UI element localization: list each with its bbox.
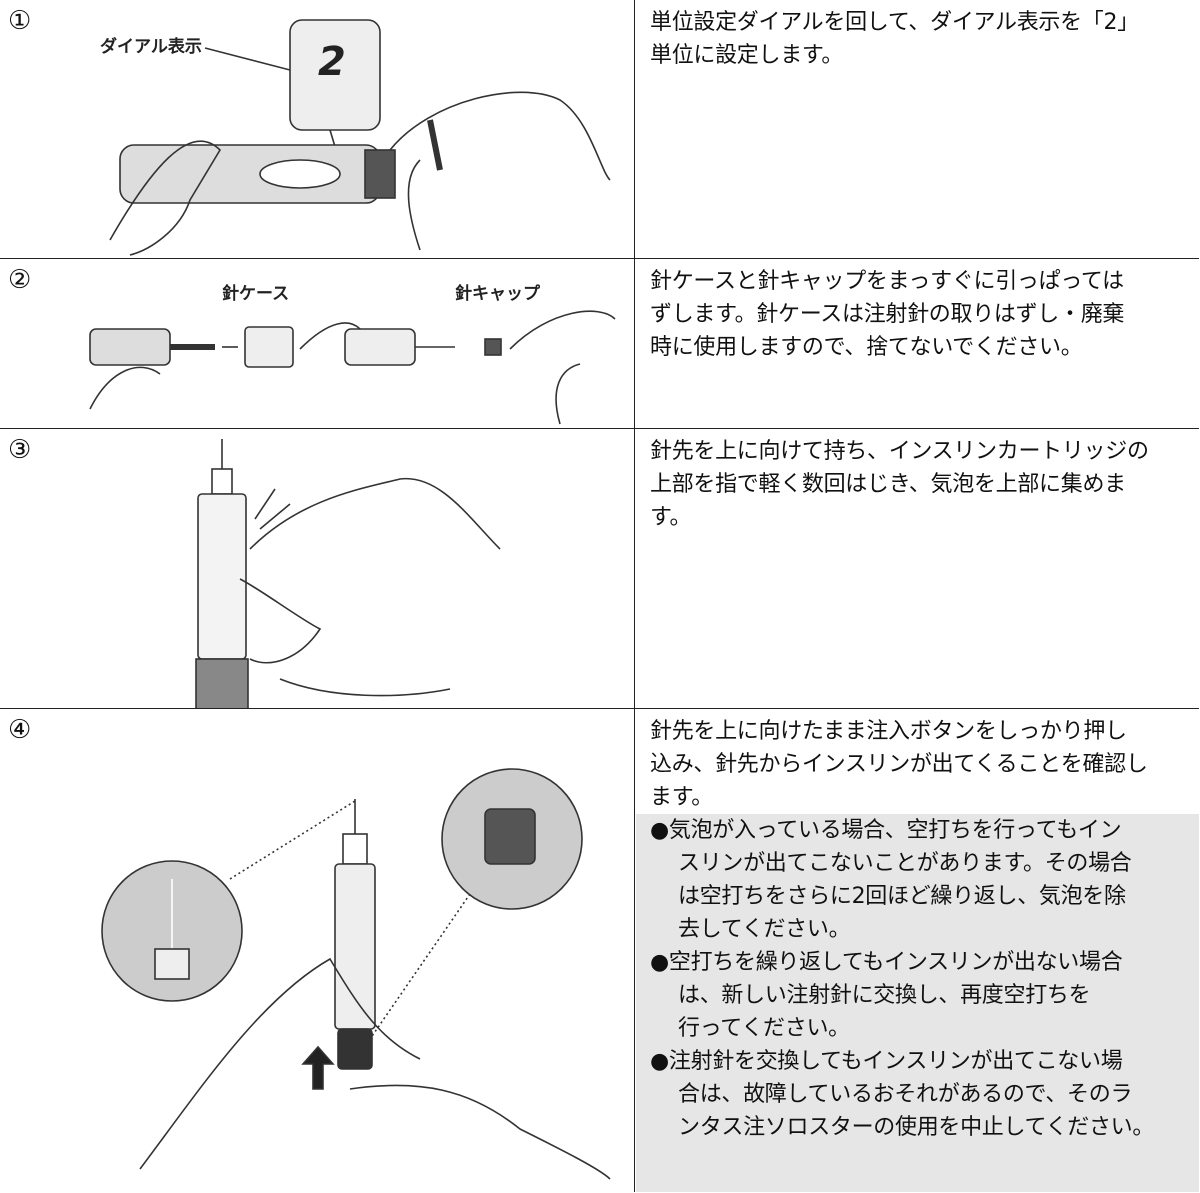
step-row: ② 針ケース 針キャップ 針ケースと針キャップをまっすぐに引っぱっては ずします。… [0, 258, 1199, 428]
illustration-cell: ② 針ケース 針キャップ [0, 259, 635, 428]
text-cell: 針先を上に向けて持ち、インスリンカートリッジの 上部を指で軽く数回はじき、気泡を上… [636, 429, 1199, 708]
step-number: ① [8, 6, 32, 36]
step-row: ④ 針先を上に向けたまま注入ボタンをしっかり押し 込み、針先からインスリンが出てく… [0, 708, 1199, 1192]
text-line: 針先を上に向けたまま注入ボタンをしっかり押し [650, 719, 1127, 744]
step-row: ③ 針先を上に向けて持ち、インスリンカートリッジの 上部を指で軽く数回はじき、気泡… [0, 428, 1199, 709]
illustration-cell: ③ [0, 429, 635, 709]
step-number: ③ [8, 435, 32, 465]
text-cell: 単位設定ダイアルを回して、ダイアル表示を「2」 単位に設定します。 [636, 0, 1199, 258]
step-number: ② [8, 265, 32, 295]
step-number: ④ [8, 715, 32, 745]
note-line: ●空打ちを繰り返してもインスリンが出ない場合 [650, 950, 1123, 975]
note-line: 行ってください。 [678, 1016, 850, 1041]
label: 針ケース [222, 283, 289, 304]
notes: ●気泡が入っている場合、空打ちを行ってもインスリンが出てこないことがあります。そ… [636, 814, 1199, 1192]
text-line: 上部を指で軽く数回はじき、気泡を上部に集めま [650, 472, 1126, 497]
text-line: ずします。針ケースは注射針の取りはずし・廃棄 [650, 302, 1125, 327]
text-line: 込み、針先からインスリンが出てくることを確認し [650, 752, 1148, 777]
label: ダイアル表示 [100, 36, 202, 57]
note: ●空打ちを繰り返してもインスリンが出ない場合 は、新しい注射針に交換し、再度空打ち… [650, 946, 1199, 1045]
step-row: ① ダイアル表示 2 単位設定ダイアルを回して、ダイアル表示を「2」 単位に設定し… [0, 0, 1199, 258]
text-line: す。 [650, 505, 692, 530]
text-line: 単位設定ダイアルを回して、ダイアル表示を「2」 [650, 10, 1139, 35]
note: ●注射針を交換してもインスリンが出てこない場合は、故障しているおそれがあるので、… [650, 1045, 1199, 1144]
illustration [195, 439, 501, 709]
note: ●気泡が入っている場合、空打ちを行ってもインスリンが出てこないことがあります。そ… [650, 814, 1199, 946]
note-line: ●気泡が入っている場合、空打ちを行ってもイン [650, 818, 1122, 843]
illustration-cell: ④ [0, 709, 635, 1192]
note-line: 去してください。 [678, 917, 851, 942]
note-line: は、新しい注射針に交換し、再度空打ちを [678, 983, 1091, 1008]
text-line: 時に使用しますので、捨てないでください。 [650, 335, 1083, 360]
text-cell: 針ケースと針キャップをまっすぐに引っぱっては ずします。針ケースは注射針の取りはず… [636, 259, 1199, 428]
svg-text:2: 2 [318, 39, 346, 85]
text-cell: 針先を上に向けたまま注入ボタンをしっかり押し 込み、針先からインスリンが出てくるこ… [636, 709, 1199, 1192]
illustration [101, 768, 611, 1180]
note-line: ンタス注ソロスターの使用を中止してください。 [678, 1115, 1155, 1140]
text-line: 単位に設定します。 [650, 43, 844, 68]
text-line: 針ケースと針キャップをまっすぐに引っぱっては [650, 269, 1124, 294]
illustration: ダイアル表示 2 [100, 19, 611, 256]
text-line: 針先を上に向けて持ち、インスリンカートリッジの [650, 439, 1149, 464]
illustration: 針ケース 針キャップ [89, 283, 616, 425]
illustration-cell: ① ダイアル表示 2 [0, 0, 635, 258]
text-line: ます。 [650, 785, 713, 810]
note-line: 合は、故障しているおそれがあるので、そのラ [678, 1082, 1133, 1107]
note-line: スリンが出てこないことがあります。その場合 [678, 851, 1132, 876]
note-line: は空打ちをさらに2回ほど繰り返し、気泡を除 [678, 884, 1126, 909]
label: 針キャップ [455, 283, 541, 304]
note-line: ●注射針を交換してもインスリンが出てこない場 [650, 1049, 1123, 1074]
